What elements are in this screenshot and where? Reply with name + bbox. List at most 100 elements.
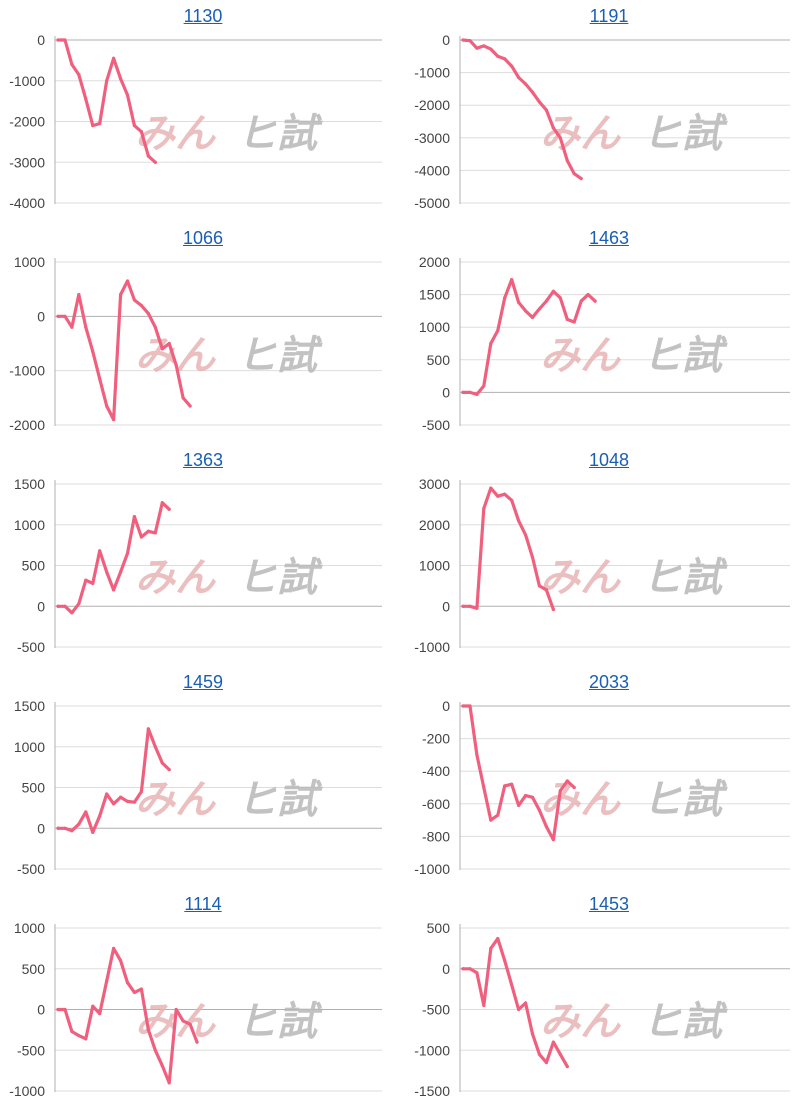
data-point: [105, 792, 109, 796]
data-point: [558, 789, 562, 793]
line-chart: 0 -1000 -2000 -3000 -4000 -5000 みん ヒ試: [414, 32, 790, 211]
data-point: [84, 1037, 88, 1041]
chart-title-link[interactable]: 1363: [182, 450, 224, 470]
watermark-left-text: みん: [135, 555, 217, 601]
data-point: [56, 314, 60, 318]
data-point: [70, 62, 74, 67]
chart-title-link[interactable]: 1463: [588, 228, 630, 248]
watermark-logo: みん ヒ試: [540, 111, 728, 157]
data-point: [56, 826, 60, 830]
watermark-left-text: みん: [540, 111, 622, 157]
y-tick-label: 1500: [419, 287, 450, 303]
chart-title-link[interactable]: 1066: [182, 228, 224, 248]
data-point: [468, 967, 472, 971]
watermark-logo: みん ヒ試: [540, 555, 728, 601]
chart-panel: 1066 1000 0 -1000 -2000 みん ヒ試: [0, 222, 406, 444]
chart-title-link[interactable]: 2033: [588, 672, 630, 692]
data-point: [565, 779, 569, 783]
data-point: [84, 97, 88, 101]
y-tick-label: -400: [422, 763, 450, 779]
chart-panel: 1048 3000 2000 1000 0 -1000 みん ヒ試: [406, 444, 812, 666]
data-point: [496, 328, 500, 333]
data-point: [551, 1040, 555, 1044]
data-point: [510, 983, 514, 987]
chart-title-link[interactable]: 1130: [183, 6, 223, 26]
data-point: [153, 325, 157, 329]
data-point: [63, 314, 67, 318]
y-tick-label: 1000: [419, 319, 450, 335]
y-tick-label: 0: [37, 1002, 45, 1018]
data-point: [579, 299, 583, 303]
data-point: [544, 1060, 548, 1065]
data-point: [91, 123, 95, 128]
data-point: [77, 73, 81, 77]
watermark-logo: みん ヒ試: [540, 999, 728, 1045]
watermark-logo: みん ヒ試: [135, 999, 323, 1045]
y-tick-label: -500: [422, 1002, 450, 1018]
y-tick-label: 0: [37, 820, 45, 836]
data-point: [489, 47, 493, 51]
chart-title-link[interactable]: 1114: [184, 894, 222, 914]
y-tick-label: -5000: [414, 195, 450, 211]
data-point: [84, 325, 88, 329]
y-tick-label: -1000: [9, 363, 45, 379]
line-chart: 1000 500 0 -500 -1000 みん ヒ試: [9, 920, 382, 1099]
watermark-left-text: みん: [540, 777, 622, 823]
data-point: [523, 533, 528, 537]
data-point: [537, 808, 542, 812]
data-point: [523, 309, 528, 313]
chart-title-link[interactable]: 1459: [182, 672, 224, 692]
data-point: [510, 782, 514, 786]
data-point: [517, 1007, 521, 1012]
chart-title-link[interactable]: 1453: [588, 894, 630, 914]
y-tick-label: 1000: [14, 254, 45, 270]
y-tick-label: 0: [442, 698, 450, 714]
data-point: [537, 307, 542, 311]
data-point: [503, 959, 507, 963]
chart-title-link[interactable]: 1048: [588, 450, 630, 470]
watermark-left-text: みん: [540, 333, 622, 379]
chart-panel: 1363 1500 1000 500 0 -500 みん ヒ試: [0, 444, 406, 666]
y-tick-label: -500: [17, 861, 45, 877]
data-point: [586, 293, 590, 297]
data-point: [537, 584, 542, 588]
data-point: [98, 1011, 102, 1016]
data-point: [558, 296, 562, 300]
data-point: [70, 611, 74, 615]
data-point: [572, 785, 576, 790]
watermark-right-text: ヒ試: [642, 111, 728, 157]
data-point: [188, 404, 192, 408]
y-tick-label: 500: [427, 920, 451, 936]
chart-title-link[interactable]: 1191: [589, 6, 629, 26]
data-point: [579, 176, 583, 181]
data-point: [461, 967, 465, 971]
data-point: [125, 799, 130, 803]
data-point: [475, 606, 479, 610]
data-point: [503, 492, 507, 496]
data-point: [125, 279, 130, 283]
data-point: [91, 1004, 95, 1008]
data-point: [461, 604, 465, 608]
data-point: [565, 159, 569, 163]
chart-panel: 2033 0 -200 -400 -600 -800 -1000 みん ヒ試: [406, 666, 812, 888]
watermark-left-text: みん: [540, 999, 622, 1045]
y-tick-label: 2000: [419, 254, 450, 270]
data-point: [160, 761, 164, 765]
watermark-right-text: ヒ試: [642, 777, 728, 823]
data-point: [146, 312, 150, 316]
line-chart: 1000 0 -1000 -2000 みん ヒ試: [9, 254, 382, 433]
data-point: [565, 317, 569, 321]
y-tick-label: -600: [422, 796, 450, 812]
data-point: [167, 507, 171, 511]
data-point: [125, 981, 130, 985]
data-point: [517, 300, 521, 305]
y-tick-label: 3000: [419, 476, 450, 492]
data-point: [496, 494, 500, 498]
data-point: [139, 535, 143, 539]
y-tick-label: 0: [37, 32, 45, 48]
y-tick-label: 500: [427, 352, 451, 368]
watermark-right-text: ヒ試: [642, 999, 728, 1045]
watermark-left-text: みん: [135, 111, 217, 157]
y-tick-label: -500: [17, 639, 45, 655]
